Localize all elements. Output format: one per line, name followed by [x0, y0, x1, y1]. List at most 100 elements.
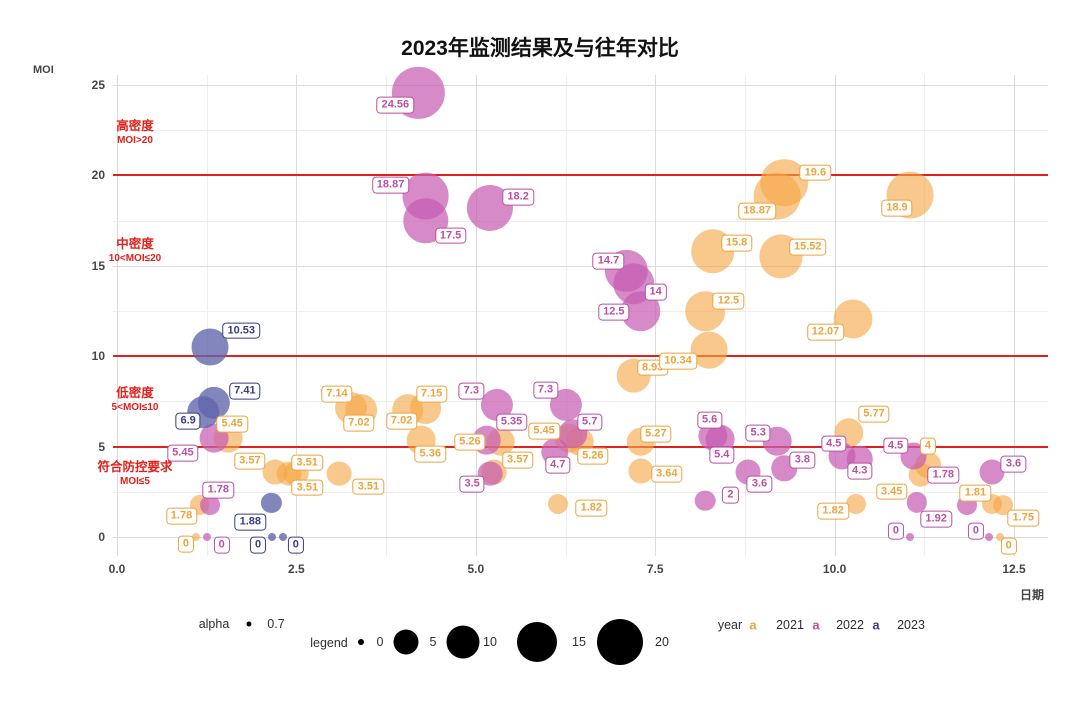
- value-label-2021: 5.45: [216, 416, 248, 433]
- bubble-2022: [695, 490, 716, 512]
- size-legend-label: legend: [310, 636, 348, 650]
- size-legend-value: 20: [655, 635, 669, 649]
- bubble-2023: [261, 492, 282, 514]
- value-label-2021: 3.51: [291, 454, 323, 471]
- value-label-2021: 4: [919, 437, 936, 455]
- y-tick-label: 10: [91, 349, 105, 364]
- value-label-2021: 5.77: [858, 405, 890, 423]
- value-label-2021: 15.8: [720, 234, 753, 252]
- minor-gridline-h: [113, 130, 1048, 132]
- value-label-2021: 7.02: [385, 412, 418, 430]
- bubble-2021: [846, 494, 867, 515]
- value-label-2022: 2: [722, 486, 739, 504]
- value-label-2022: 4.5: [821, 435, 847, 453]
- value-label-2023: 1.88: [234, 513, 266, 531]
- alpha-legend-value: 0.7: [267, 617, 285, 631]
- alpha-legend-label: alpha: [198, 617, 230, 631]
- zone-title: 低密度: [116, 386, 154, 401]
- value-label-2021: 7.02: [343, 414, 375, 432]
- x-tick-label: 7.5: [646, 562, 664, 576]
- alpha-legend-dot: [246, 621, 252, 627]
- major-gridline-v: [117, 75, 118, 556]
- zone-title: 中密度: [116, 236, 154, 251]
- value-label-2023: 6.9: [175, 412, 201, 430]
- value-label-2022: 1.78: [927, 466, 960, 484]
- size-legend-value: 15: [572, 635, 586, 649]
- value-label-2021: 3.45: [875, 483, 908, 501]
- value-label-2022: 1.78: [202, 481, 234, 499]
- value-label-2022: 3.6: [746, 475, 773, 493]
- x-tick-label: 12.5: [1002, 562, 1026, 576]
- bubble-2022: [984, 533, 993, 541]
- value-label-2021: 3.51: [291, 479, 324, 496]
- bubble-2021: [628, 458, 654, 484]
- major-gridline-h: [113, 537, 1048, 538]
- bubble-2022: [979, 459, 1005, 485]
- year-value-2023: 2023: [897, 618, 925, 632]
- zone-range: 10<MOI≤20: [108, 252, 162, 264]
- year-value-2022: 2022: [836, 618, 864, 632]
- value-label-2022: 5.4: [709, 446, 735, 464]
- zone-annotation: 低密度 5<MOI≤10: [112, 386, 159, 414]
- value-label-2022: 7.3: [532, 381, 559, 399]
- bubble-2022: [202, 533, 211, 541]
- reference-line-moi-20: [113, 174, 1048, 177]
- value-label-2022: 3.6: [1000, 455, 1027, 473]
- value-label-2021: 3.64: [651, 465, 683, 483]
- size-legend-circle-0: [358, 639, 364, 645]
- value-label-2022: 0: [887, 522, 904, 540]
- size-legend-value: 0: [376, 635, 384, 649]
- value-label-2021: 5.45: [528, 423, 560, 440]
- value-label-2022: 18.2: [502, 188, 534, 206]
- value-label-2022: 1.92: [920, 510, 952, 528]
- bubble-2022: [905, 533, 914, 541]
- major-gridline-v: [1014, 75, 1015, 556]
- x-axis-title: 日期: [1020, 588, 1045, 602]
- year-key-2023: a: [872, 617, 880, 633]
- size-legend-circle-10: [446, 625, 480, 659]
- bubble-2022: [200, 494, 221, 515]
- y-tick-label: 15: [91, 258, 105, 273]
- x-tick-label: 2.5: [288, 562, 305, 576]
- value-label-2022: 4.7: [545, 456, 571, 474]
- value-label-2021: 3.57: [502, 452, 534, 469]
- bubble-2022: [906, 492, 928, 513]
- zone-range: MOI≤5: [120, 475, 150, 487]
- major-gridline-h: [113, 85, 1048, 86]
- value-label-2021: 7.15: [415, 385, 448, 403]
- zone-range: MOI>20: [117, 135, 153, 147]
- zone-range: 5<MOI≤10: [111, 401, 159, 413]
- zone-annotation: 中密度 10<MOI≤20: [109, 237, 161, 265]
- value-label-2021: 10.34: [659, 352, 697, 370]
- zone-title: 高密度: [116, 119, 154, 134]
- x-tick-label: 0.0: [108, 562, 126, 576]
- value-label-2022: 17.5: [434, 227, 467, 245]
- value-label-2022: 5.3: [745, 424, 771, 442]
- zone-annotation: 符合防控要求 MOI≤5: [97, 460, 172, 488]
- value-label-2021: 18.9: [881, 199, 913, 217]
- bubble-2021: [995, 533, 1004, 541]
- minor-gridline-v: [924, 75, 926, 556]
- x-tick-label: 10.0: [822, 562, 847, 576]
- y-tick-label: 0: [98, 530, 105, 544]
- value-label-2022: 18.87: [371, 176, 410, 194]
- bubble-2023: [278, 533, 287, 541]
- value-label-2021: 5.27: [640, 425, 672, 443]
- value-label-2022: 4.5: [882, 437, 909, 455]
- minor-gridline-v: [386, 75, 388, 556]
- value-label-2021: 5.36: [414, 445, 446, 463]
- size-legend-value: 5: [429, 635, 437, 649]
- value-label-2022: 5.45: [167, 445, 199, 462]
- value-label-2022: 3.5: [459, 475, 485, 493]
- value-label-2021: 3.51: [352, 478, 385, 495]
- value-label-2021: 1.82: [575, 499, 608, 517]
- value-label-2023: 0: [249, 536, 267, 554]
- year-key-2022: a: [812, 617, 820, 633]
- y-tick-label: 20: [91, 168, 105, 183]
- zone-annotation: 高密度 MOI>20: [116, 119, 154, 147]
- minor-gridline-h: [113, 491, 1048, 493]
- value-label-2021: 1.75: [1007, 509, 1039, 527]
- x-tick-label: 5.0: [467, 562, 485, 576]
- value-label-2021: 1.82: [817, 502, 849, 520]
- value-label-2022: 12.5: [598, 303, 630, 321]
